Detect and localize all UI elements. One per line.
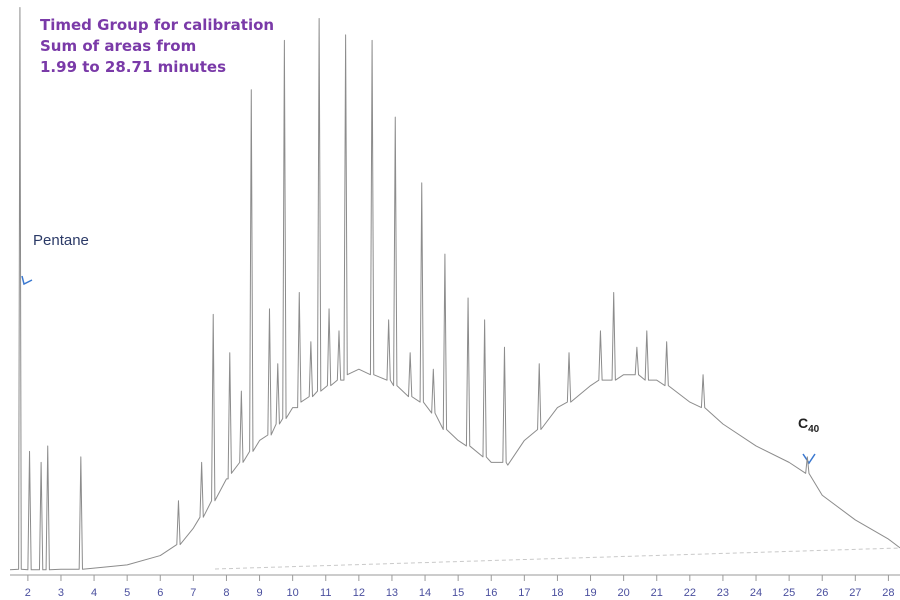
x-tick-label: 28 — [882, 587, 894, 599]
x-tick-label: 27 — [849, 587, 861, 599]
x-tick-label: 4 — [91, 587, 97, 599]
annotation: Sum of areas from — [40, 37, 196, 55]
annotation: Timed Group for calibration — [40, 16, 274, 34]
x-tick-label: 20 — [618, 587, 630, 599]
x-tick-label: 24 — [750, 587, 762, 599]
x-tick-label: 5 — [124, 587, 130, 599]
peak-label: Pentane — [33, 232, 89, 249]
x-tick-label: 6 — [157, 587, 163, 599]
x-tick-label: 14 — [419, 587, 431, 599]
peak-label-subscript: 40 — [808, 424, 820, 435]
x-tick-label: 11 — [320, 587, 331, 599]
peak-marker — [21, 275, 33, 286]
x-tick-label: 21 — [651, 587, 663, 599]
peak-label: C40 — [798, 415, 820, 435]
x-tick-label: 18 — [551, 587, 563, 599]
annotation: 1.99 to 28.71 minutes — [40, 58, 226, 76]
x-tick-label: 7 — [190, 587, 196, 599]
x-tick-label: 19 — [584, 587, 596, 599]
x-tick-label: 9 — [256, 587, 262, 599]
x-tick-label: 13 — [386, 587, 398, 599]
x-tick-label: 10 — [287, 587, 299, 599]
x-tick-label: 16 — [485, 587, 497, 599]
x-tick-label: 12 — [353, 587, 365, 599]
x-tick-label: 26 — [816, 587, 828, 599]
peak-label-main: C — [798, 415, 808, 431]
x-tick-label: 2 — [25, 587, 31, 599]
x-tick-label: 17 — [518, 587, 530, 599]
x-tick-label: 3 — [58, 587, 64, 599]
x-tick-label: 8 — [223, 587, 229, 599]
signal-trace — [9, 6, 900, 571]
peak-marker — [802, 453, 816, 465]
x-tick-label: 25 — [783, 587, 795, 599]
x-tick-label: 23 — [717, 587, 729, 599]
x-tick-label: 22 — [684, 587, 696, 599]
x-tick-label: 15 — [452, 587, 464, 599]
baseline — [214, 547, 900, 570]
